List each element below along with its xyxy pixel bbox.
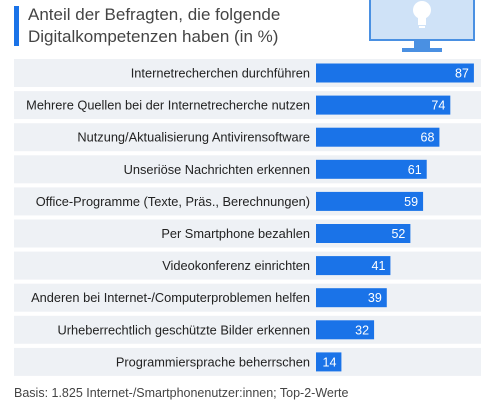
- bar: [316, 288, 387, 308]
- data-label: 59: [404, 195, 418, 209]
- subtitle-line-1: Anteil der Befragten, die folgende: [28, 5, 281, 24]
- bar: [316, 159, 427, 179]
- row-band: [14, 251, 481, 280]
- row-band: [14, 347, 481, 376]
- bar: [316, 127, 440, 147]
- bar: [316, 320, 375, 340]
- data-label: 14: [323, 355, 337, 369]
- category-label: Urheberrechtlich geschützte Bilder erken…: [57, 322, 310, 337]
- subtitle-line-2: Digitalkompetenzen haben (in %): [28, 27, 279, 46]
- monitor-lightbulb-icon: [369, 0, 475, 52]
- data-label: 68: [421, 131, 435, 145]
- bar: [316, 191, 424, 211]
- bar: [316, 63, 474, 83]
- data-label: 41: [372, 259, 386, 273]
- data-label: 61: [408, 163, 422, 177]
- row-band: [14, 315, 481, 344]
- bar: [316, 95, 451, 115]
- row-band: [14, 283, 481, 312]
- data-label: 52: [391, 227, 405, 241]
- category-label: Anderen bei Internet-/Computerproblemen …: [31, 290, 310, 305]
- data-label: 87: [455, 67, 469, 81]
- bar: [316, 224, 411, 243]
- category-label: Mehrere Quellen bei der Internetrecherch…: [26, 98, 310, 113]
- bar: [316, 256, 391, 276]
- category-label: Videokonferenz einrichten: [162, 258, 310, 273]
- data-label: 39: [368, 291, 382, 305]
- category-label: Per Smartphone bezahlen: [161, 226, 310, 241]
- category-label: Internetrecherchen durchführen: [131, 66, 310, 81]
- category-label: Nutzung/Aktualisierung Antivirensoftware: [77, 130, 310, 145]
- data-label: 32: [355, 323, 369, 337]
- chart-footnote: Basis: 1.825 Internet-/Smartphonenutzer:…: [14, 386, 349, 400]
- bar: [316, 352, 342, 372]
- category-label: Unseriöse Nachrichten erkennen: [124, 162, 310, 177]
- chart-subtitle: Anteil der Befragten, die folgende Digit…: [28, 4, 348, 48]
- category-label: Programmiersprache beherrschen: [116, 354, 310, 369]
- accent-bar: [14, 6, 19, 46]
- data-label: 74: [431, 99, 445, 113]
- bar-chart: Internetrecherchen durchführen 87 Mehrere …: [14, 59, 481, 376]
- category-label: Office-Programme (Texte, Präs., Berechnu…: [36, 194, 310, 209]
